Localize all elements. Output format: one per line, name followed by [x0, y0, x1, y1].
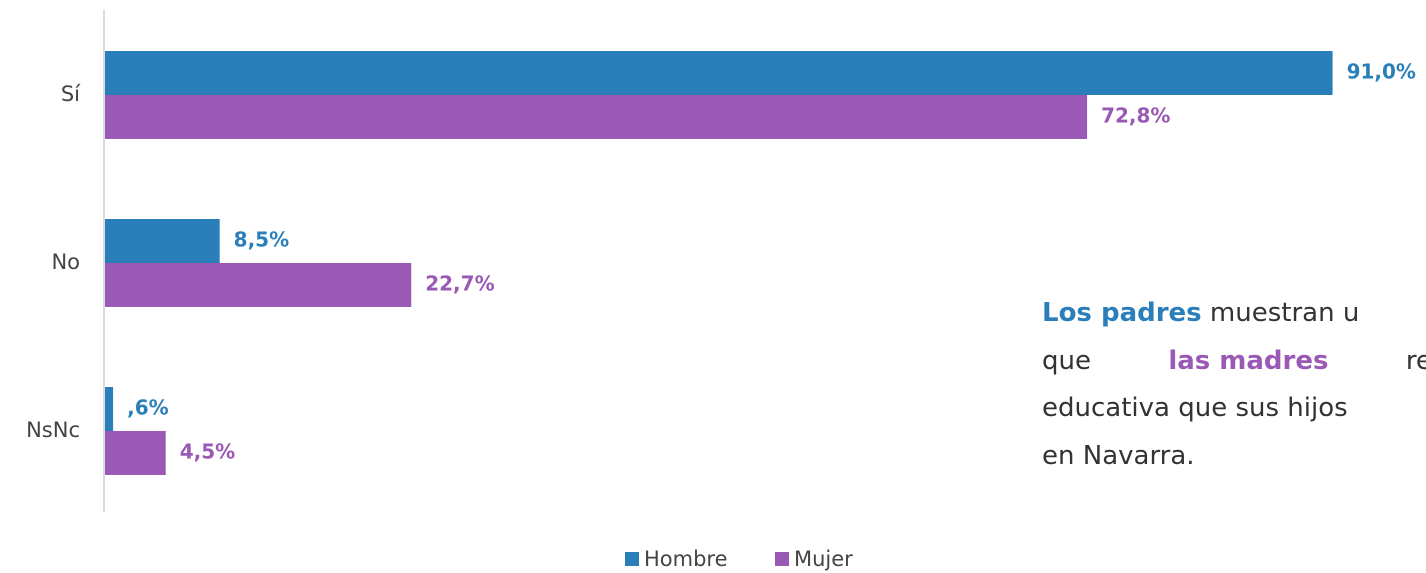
value-label: 72,8%: [1101, 104, 1170, 128]
value-label: 4,5%: [180, 440, 235, 464]
annotation-text: resp: [1405, 345, 1426, 376]
annotation-text: educativa que sus hijos: [1042, 393, 1348, 423]
legend-swatch: [625, 552, 639, 566]
annotation-text: en Navarra.: [1042, 440, 1195, 471]
legend-label: Hombre: [644, 547, 728, 571]
bar: [105, 431, 166, 475]
annotation-line: que las madres resp: [1042, 338, 1426, 386]
bar: [105, 95, 1088, 139]
y-tick-label: NsNc: [26, 418, 80, 442]
value-label: 8,5%: [234, 228, 289, 252]
bar: [105, 263, 412, 307]
annotation-text: Los padres: [1042, 298, 1202, 328]
annotation-text: muestran u: [1201, 298, 1360, 328]
y-tick-label: No: [51, 250, 80, 274]
annotation-text: las madres: [1168, 345, 1329, 376]
annotation-text: que: [1042, 345, 1091, 376]
annotation-line: Los padres muestran u: [1042, 290, 1426, 338]
y-tick-label: Sí: [61, 82, 81, 106]
annotation: Los padres muestran u que las madres resp ed…: [1042, 290, 1426, 480]
annotation-line: educativa que sus hijos: [1042, 385, 1426, 433]
bar: [105, 387, 114, 431]
bar: [105, 51, 1333, 95]
annotation-line: en Navarra.: [1042, 433, 1426, 481]
value-label: 91,0%: [1347, 60, 1416, 84]
bar: [105, 219, 220, 263]
value-label: ,6%: [127, 396, 169, 420]
value-label: 22,7%: [425, 272, 494, 296]
legend-swatch: [775, 552, 789, 566]
legend-label: Mujer: [794, 547, 853, 571]
